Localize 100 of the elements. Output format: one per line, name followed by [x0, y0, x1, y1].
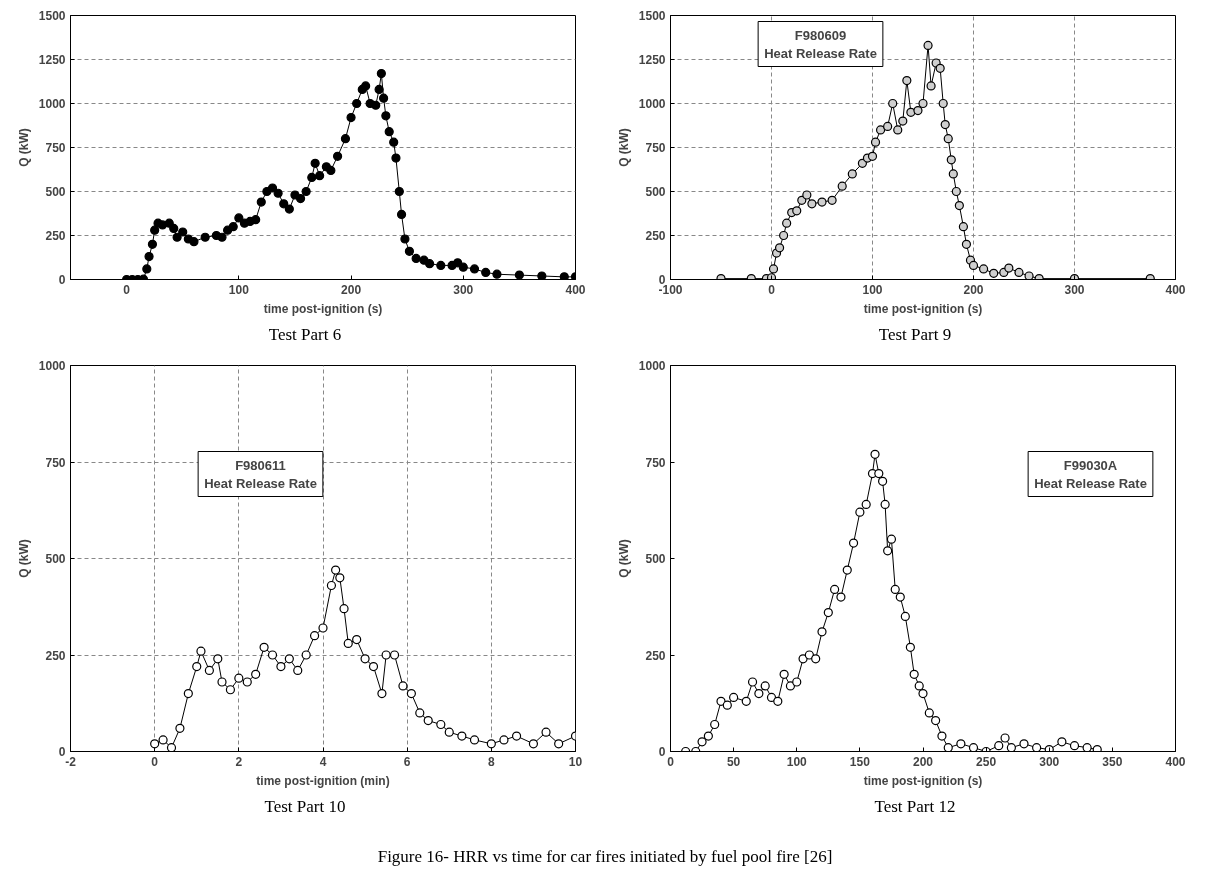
x-tick-label: 350: [1102, 754, 1123, 769]
point: [798, 654, 808, 664]
y-tick-label: 250: [45, 229, 66, 243]
point: [823, 607, 833, 618]
point: [339, 604, 349, 614]
point: [792, 206, 802, 216]
point: [722, 700, 732, 710]
y-tick-label: 1000: [638, 97, 666, 111]
point: [768, 264, 779, 274]
point: [968, 260, 979, 271]
point: [943, 743, 953, 752]
point: [175, 723, 185, 733]
y-tick-label: 1000: [38, 359, 66, 373]
point: [1044, 744, 1054, 752]
y-tick-label: 500: [645, 552, 666, 566]
text: Test Part 9: [878, 324, 952, 346]
point: [293, 665, 303, 676]
y-tick-label: 0: [58, 745, 66, 759]
point: [389, 650, 400, 660]
point: [697, 737, 707, 747]
point: [954, 200, 964, 211]
point: [940, 120, 950, 130]
point: [817, 197, 827, 207]
point: [251, 669, 261, 679]
point: [961, 239, 972, 249]
point: [710, 719, 720, 730]
x-axis-title: time post-ignition (s): [863, 301, 983, 316]
point: [867, 151, 878, 161]
point: [847, 169, 857, 179]
point: [1069, 741, 1080, 751]
point: [909, 669, 919, 679]
caption: Figure 16- HRR vs time for car fires initiated by fuel pool fire [26]: [377, 846, 833, 868]
point: [1004, 263, 1014, 273]
point: [1092, 744, 1102, 752]
point: [436, 719, 446, 730]
x-tick-label: 0: [768, 282, 776, 297]
point: [276, 661, 286, 672]
point: [773, 696, 783, 706]
y-tick-label: 0: [58, 273, 66, 287]
point: [875, 125, 886, 135]
point: [956, 739, 966, 749]
y-tick-label: 1000: [638, 359, 666, 373]
point: [989, 268, 999, 278]
x-tick-label: 300: [453, 282, 474, 297]
point: [802, 190, 812, 200]
point: [217, 677, 227, 687]
y-tick-label: 1250: [638, 53, 666, 67]
point: [870, 137, 881, 147]
point: [741, 696, 751, 706]
x-tick-label: 200: [912, 754, 934, 769]
y-axis-title: Q (kW): [616, 128, 631, 167]
point: [935, 63, 945, 73]
y-tick-label: 1500: [38, 9, 66, 23]
point: [888, 98, 898, 109]
point: [842, 565, 852, 575]
text: F99030A Heat Release Rate: [1034, 457, 1147, 491]
y-axis-title: Q (kW): [616, 539, 631, 578]
point: [554, 739, 564, 749]
x-tick-label: 8: [488, 754, 495, 769]
point: [1082, 743, 1092, 752]
text: Test Part 6: [268, 324, 342, 346]
point: [918, 689, 928, 699]
point: [729, 692, 739, 703]
point: [774, 243, 785, 253]
point: [469, 735, 480, 745]
x-axis-title: time post-ignition (s): [863, 773, 983, 788]
y-axis-title: Q (kW): [16, 128, 31, 167]
point: [1014, 267, 1024, 278]
x-tick-label: 100: [786, 754, 808, 769]
point: [242, 677, 252, 687]
point: [1032, 743, 1042, 752]
x-tick-label: 10: [568, 754, 583, 769]
point: [541, 727, 551, 737]
point: [958, 222, 968, 232]
point: [926, 81, 936, 91]
point: [309, 631, 320, 641]
x-tick-label: 0: [123, 282, 131, 297]
point: [782, 218, 792, 228]
point: [994, 741, 1004, 751]
point: [343, 638, 353, 649]
point: [878, 476, 888, 486]
point: [166, 743, 177, 752]
point: [792, 677, 802, 687]
point: [893, 125, 903, 135]
x-tick-label: 250: [976, 754, 997, 769]
point: [855, 507, 865, 517]
point: [886, 534, 897, 544]
point: [301, 650, 311, 660]
point: [267, 650, 278, 660]
point: [890, 584, 900, 594]
y-tick-label: 500: [645, 185, 666, 199]
x-tick-label: 300: [1039, 754, 1060, 769]
point: [830, 584, 840, 594]
point: [406, 689, 416, 699]
point: [948, 169, 958, 179]
x-tick-label: 4: [319, 754, 327, 769]
point: [848, 538, 859, 548]
y-tick-label: 1000: [38, 97, 66, 111]
x-tick-label: 300: [1064, 282, 1085, 297]
point: [785, 681, 796, 691]
